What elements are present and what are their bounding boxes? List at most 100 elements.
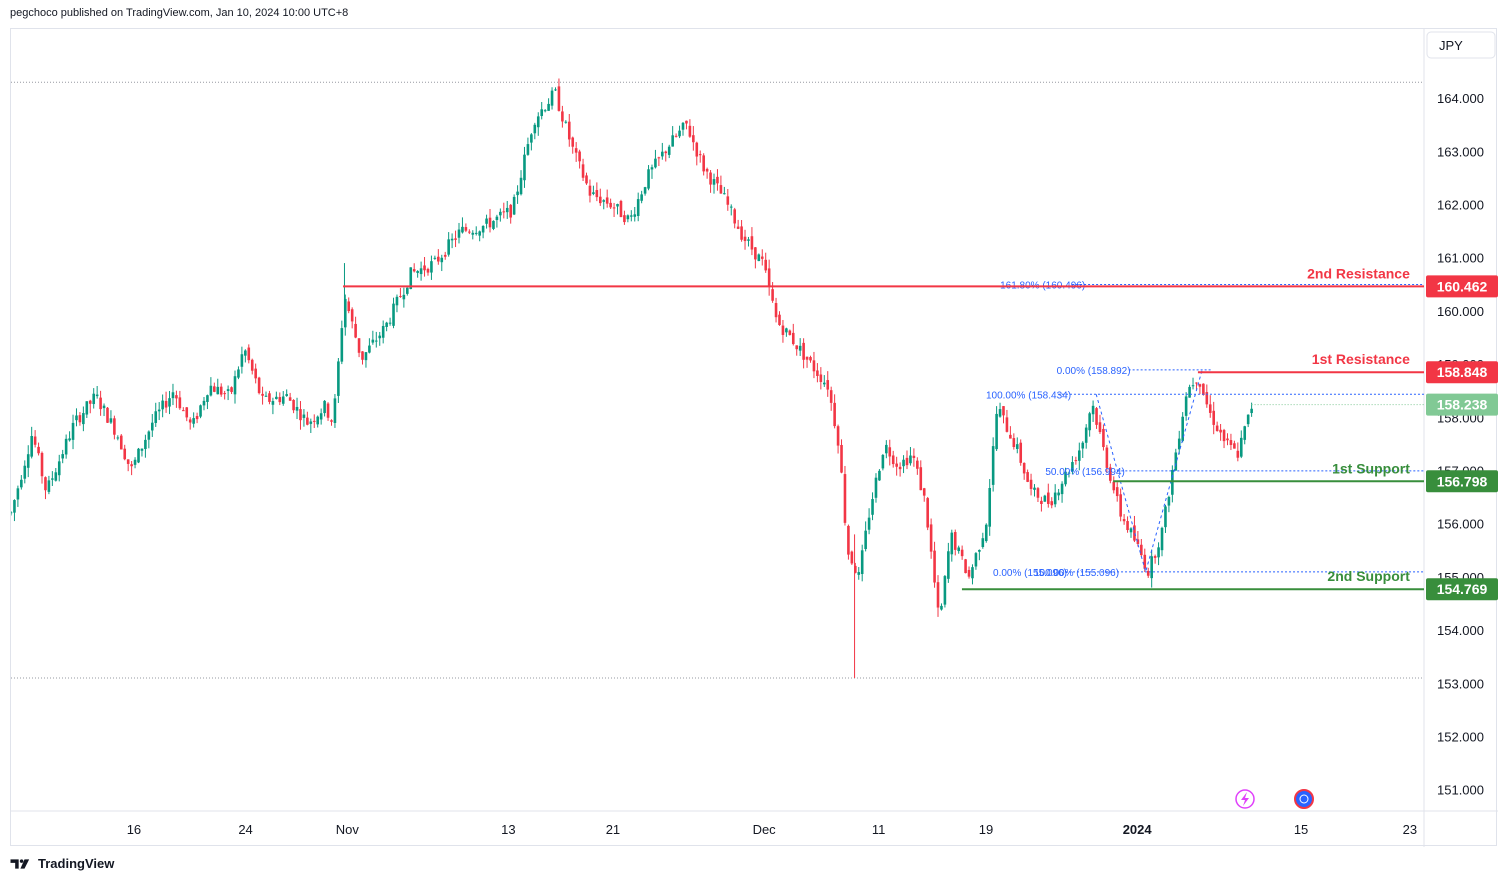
globe-icon[interactable]	[1294, 789, 1314, 809]
candle-body	[178, 397, 182, 409]
chart-panel[interactable]: 151.000 152.000 153.000 154.000 155.000 156.0…	[10, 28, 1498, 847]
candle-body	[902, 459, 905, 467]
candle-body	[175, 395, 178, 399]
candle-body	[812, 360, 816, 372]
candle-body	[953, 532, 957, 550]
tradingview-brand[interactable]: TradingView	[10, 856, 114, 871]
candle-body	[113, 418, 116, 435]
candle-body	[688, 125, 692, 137]
candle-body	[16, 488, 20, 500]
candle-body	[512, 196, 516, 215]
candle-body	[888, 447, 892, 457]
candle-body	[1212, 410, 1216, 425]
candle-body	[75, 415, 78, 421]
candle-body	[343, 298, 347, 328]
candle-body	[144, 439, 147, 450]
candle-body	[526, 144, 530, 155]
candle-body	[936, 582, 940, 608]
candle-body	[636, 199, 640, 217]
candle-body	[464, 227, 468, 231]
candle-body	[1074, 460, 1078, 462]
candle-body	[499, 211, 502, 216]
candle-body	[809, 357, 812, 361]
candle-body	[854, 565, 857, 573]
candle-body	[406, 287, 409, 294]
price-tag-r1	[1426, 361, 1498, 384]
candle-body	[654, 158, 657, 168]
candle-body	[213, 386, 216, 392]
candle-body	[795, 345, 799, 350]
candle-body	[698, 154, 702, 156]
candle-body	[919, 467, 923, 491]
candle-body	[1105, 447, 1109, 468]
candle-body	[757, 254, 761, 262]
candle-body	[981, 538, 985, 547]
candle-body	[605, 197, 609, 204]
candle-body	[612, 207, 616, 209]
candle-body	[933, 550, 936, 583]
candle-body	[474, 232, 478, 234]
candle-body	[1171, 470, 1174, 495]
candle-body	[1222, 430, 1226, 442]
currency-box[interactable]	[1426, 31, 1496, 59]
candle-body	[443, 254, 447, 257]
candle-body	[1088, 413, 1091, 431]
candle-body	[733, 209, 736, 224]
candle-body	[871, 499, 874, 515]
candle-body	[571, 137, 575, 147]
candle-body	[829, 390, 833, 403]
candle-body	[440, 257, 444, 263]
candle-body	[309, 421, 313, 424]
x-tick-label: 19	[979, 822, 993, 837]
publish-info: pegchoco published on TradingView.com, J…	[10, 7, 349, 19]
candle-body	[916, 460, 919, 469]
candle-body	[271, 401, 275, 405]
candle-body	[750, 236, 754, 250]
candle-body	[416, 271, 419, 273]
candle-body	[909, 455, 912, 464]
lightning-icon[interactable]	[1235, 789, 1255, 809]
candle-body	[630, 215, 633, 217]
candle-body	[729, 206, 733, 208]
candlestick-chart[interactable]: 151.000152.000153.000154.000155.000156.0…	[11, 29, 1498, 847]
candle-body	[747, 239, 750, 241]
candle-body	[333, 398, 337, 423]
candle-body	[1143, 554, 1147, 569]
candle-body	[171, 392, 175, 399]
candle-body	[82, 413, 85, 425]
candle-body	[523, 154, 526, 181]
candle-body	[998, 409, 1002, 417]
candle-body	[102, 405, 106, 409]
candle-body	[598, 196, 602, 204]
candle-body	[519, 177, 523, 195]
candle-body	[202, 400, 206, 406]
candle-body	[409, 267, 413, 290]
candle-body	[1133, 525, 1136, 541]
candle-body	[1015, 444, 1019, 449]
candle-body	[457, 229, 461, 238]
candle-body	[1064, 471, 1067, 485]
candle-body	[468, 231, 471, 233]
candle-body	[585, 175, 588, 184]
x-tick-label: 15	[1294, 822, 1308, 837]
x-tick-label: Nov	[336, 822, 360, 837]
candle-body	[368, 345, 371, 353]
candle-body	[1174, 452, 1178, 471]
candle-body	[1205, 392, 1209, 405]
candle-body	[650, 167, 654, 170]
candle-body	[316, 416, 320, 425]
price-tag-text: 154.769	[1437, 581, 1488, 597]
candle-body	[760, 256, 764, 259]
candle-body	[378, 335, 382, 339]
candle-body	[1181, 416, 1184, 441]
candle-body	[664, 151, 668, 154]
candle-body	[192, 418, 195, 424]
candle-body	[350, 309, 354, 322]
y-tick-label: 164.000	[1437, 91, 1484, 106]
price-tag-text: 160.462	[1437, 278, 1488, 294]
candle-body	[388, 322, 392, 324]
candle-body	[905, 457, 909, 466]
candle-body	[285, 394, 288, 396]
candle-body	[767, 268, 771, 287]
candle-body	[588, 185, 592, 196]
